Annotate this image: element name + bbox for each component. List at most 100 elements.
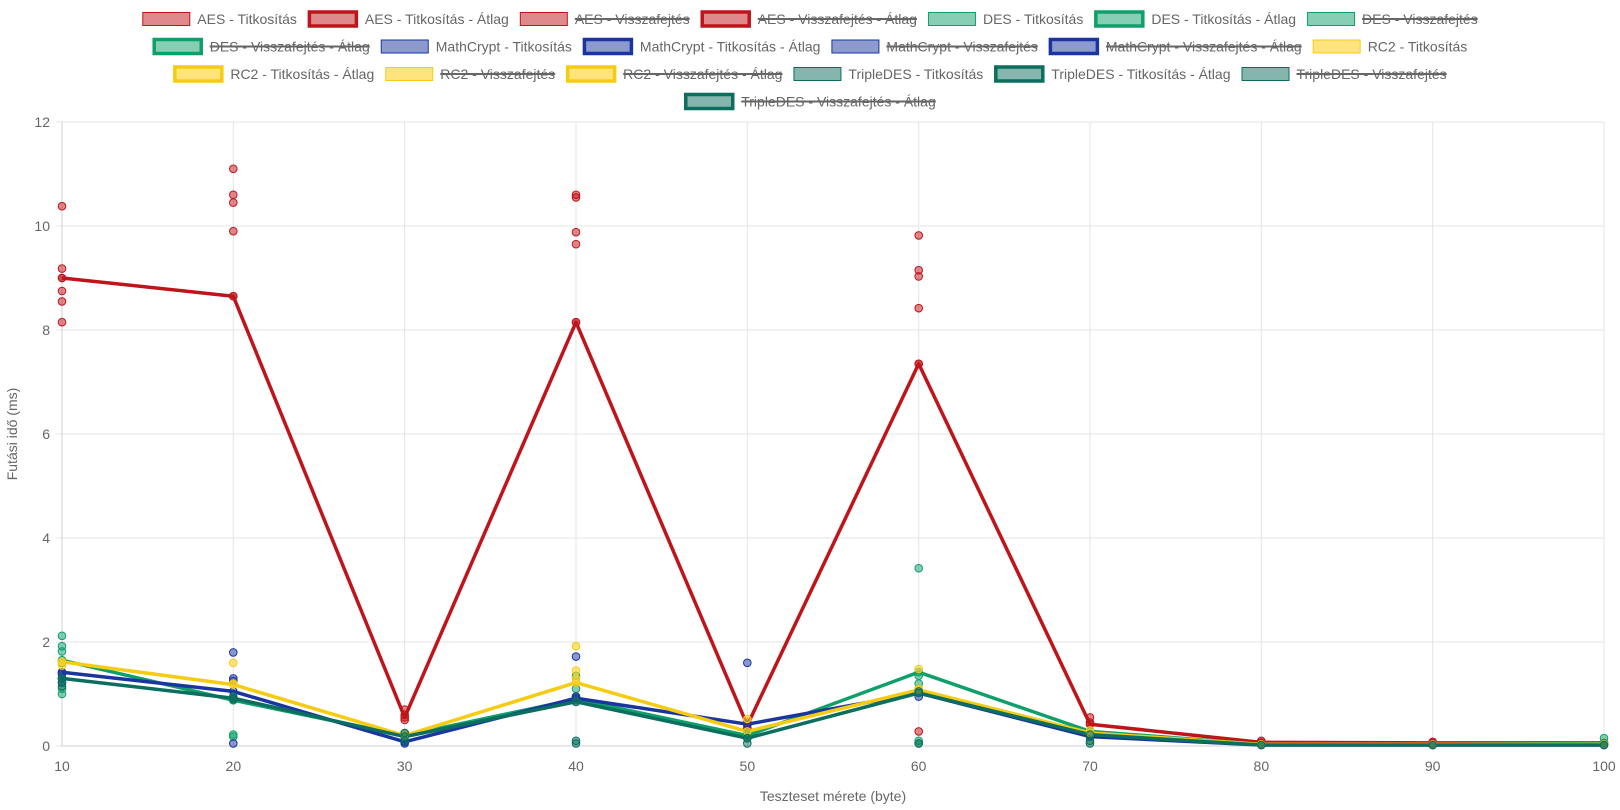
legend-swatch bbox=[565, 65, 617, 83]
x-tick-label: 10 bbox=[54, 758, 70, 774]
y-tick-label: 6 bbox=[42, 426, 50, 442]
legend-item-mathcrypt-visszafejtes-atlag[interactable]: MathCrypt - Visszafejtés - Átlag bbox=[1048, 37, 1302, 56]
legend-label: AES - Titkosítás bbox=[197, 11, 297, 27]
data-point-rc2-titkositas bbox=[743, 714, 752, 724]
data-point-tripledes-titkositas-atlag bbox=[1085, 730, 1095, 739]
legend-swatch bbox=[142, 12, 191, 26]
legend-item-aes-visszafejtes-atlag[interactable]: AES - Visszafejtés - Átlag bbox=[700, 10, 917, 28]
data-point-rc2-titkositas-atlag bbox=[571, 678, 581, 687]
data-point-aes-titkositas bbox=[914, 727, 924, 736]
legend-label: AES - Titkosítás - Átlag bbox=[365, 11, 509, 27]
legend-item-rc2-visszafejtes[interactable]: RC2 - Visszafejtés bbox=[385, 66, 556, 82]
legend-swatch bbox=[700, 10, 751, 28]
data-point-aes-titkositas bbox=[229, 190, 238, 200]
data-point-aes-titkositas bbox=[914, 272, 924, 281]
legend-label: TripleDES - Titkosítás - Átlag bbox=[1051, 66, 1230, 82]
legend-swatch bbox=[1048, 37, 1100, 56]
data-point-tripledes-titkositas bbox=[1085, 739, 1095, 748]
legend-swatch bbox=[927, 12, 976, 26]
y-tick-label: 10 bbox=[34, 218, 50, 234]
data-point-aes-titkositas bbox=[229, 198, 238, 207]
legend-item-mathcrypt-visszafejtes[interactable]: MathCrypt - Visszafejtés bbox=[831, 39, 1038, 55]
legend-item-mathcrypt-titkositas[interactable]: MathCrypt - Titkosítás bbox=[380, 39, 572, 55]
data-point-mathcrypt-titkositas bbox=[229, 739, 238, 748]
data-point-rc2-titkositas bbox=[571, 666, 581, 675]
legend-item-des-titkositas-atlag[interactable]: DES - Titkosítás - Átlag bbox=[1094, 10, 1296, 28]
x-tick-label: 70 bbox=[1082, 758, 1098, 774]
data-point-rc2-titkositas-atlag bbox=[229, 680, 238, 689]
x-tick-label: 100 bbox=[1592, 758, 1616, 774]
legend-item-tripledes-titkositas-atlag[interactable]: TripleDES - Titkosítás - Átlag bbox=[994, 65, 1231, 83]
data-point-tripledes-titkositas-atlag bbox=[571, 697, 581, 707]
x-tick-label: 40 bbox=[568, 758, 584, 774]
legend-item-des-visszafejtes-atlag[interactable]: DES - Visszafejtés - Átlag bbox=[152, 37, 370, 56]
plot-area bbox=[57, 164, 1609, 750]
x-tick-label: 80 bbox=[1254, 758, 1270, 774]
x-axis-title: Teszteset mérete (byte) bbox=[760, 788, 906, 804]
legend-swatch bbox=[385, 67, 434, 81]
data-point-rc2-titkositas-atlag bbox=[57, 657, 67, 667]
legend-swatch bbox=[307, 10, 359, 28]
legend-label: MathCrypt - Titkosítás - Átlag bbox=[640, 39, 821, 55]
data-point-rc2-titkositas bbox=[571, 641, 581, 651]
data-point-aes-titkositas bbox=[571, 193, 581, 202]
data-point-mathcrypt-titkositas bbox=[571, 652, 581, 661]
legend-item-des-visszafejtes[interactable]: DES - Visszafejtés bbox=[1307, 11, 1478, 27]
y-tick-label: 8 bbox=[42, 322, 50, 338]
legend-swatch bbox=[582, 37, 634, 56]
data-point-aes-titkositas bbox=[57, 201, 67, 211]
data-point-tripledes-titkositas bbox=[571, 739, 581, 748]
legend-swatch bbox=[994, 65, 1045, 83]
y-axis-title: Futási idő (ms) bbox=[4, 388, 20, 481]
data-point-aes-titkositas-atlag bbox=[229, 291, 238, 301]
data-point-tripledes-titkositas-atlag bbox=[1599, 740, 1609, 750]
chart-legend: AES - Titkosítás AES - Titkosítás - Átlag… bbox=[142, 10, 1478, 111]
x-tick-label: 20 bbox=[226, 758, 242, 774]
data-point-des-titkositas bbox=[57, 689, 67, 699]
legend-item-mathcrypt-titkositas-atlag[interactable]: MathCrypt - Titkosítás - Átlag bbox=[582, 37, 821, 56]
legend-item-aes-titkositas[interactable]: AES - Titkosítás bbox=[142, 11, 297, 27]
legend-item-rc2-titkositas[interactable]: RC2 - Titkosítás bbox=[1312, 39, 1468, 55]
data-point-tripledes-titkositas-atlag bbox=[229, 693, 238, 703]
x-tick-label: 60 bbox=[911, 758, 927, 774]
legend-item-tripledes-visszafejtes-atlag[interactable]: TripleDES - Visszafejtés - Átlag bbox=[683, 92, 936, 111]
x-tick-label: 90 bbox=[1425, 758, 1441, 774]
x-tick-label: 50 bbox=[740, 758, 756, 774]
data-point-tripledes-titkositas-atlag bbox=[743, 733, 752, 743]
data-point-aes-titkositas bbox=[571, 239, 581, 249]
legend-item-tripledes-titkositas[interactable]: TripleDES - Titkosítás bbox=[793, 66, 983, 82]
legend-label: RC2 - Titkosítás bbox=[1368, 39, 1468, 55]
legend-swatch bbox=[1241, 67, 1290, 81]
data-point-aes-titkositas-atlag bbox=[571, 317, 581, 327]
data-point-tripledes-titkositas bbox=[57, 681, 67, 691]
data-point-aes-titkositas bbox=[57, 297, 67, 306]
data-point-aes-titkositas bbox=[229, 164, 238, 174]
data-point-aes-titkositas-atlag bbox=[400, 713, 410, 722]
data-point-tripledes-titkositas-atlag bbox=[400, 732, 410, 741]
legend-swatch bbox=[152, 37, 203, 56]
series-line-mathcrypt-titkositas-atlag bbox=[61, 670, 1604, 747]
y-tick-label: 2 bbox=[42, 634, 50, 650]
legend-item-des-titkositas[interactable]: DES - Titkosítás bbox=[927, 11, 1083, 27]
data-point-rc2-titkositas bbox=[229, 658, 238, 668]
legend-item-rc2-titkositas-atlag[interactable]: RC2 - Titkosítás - Átlag bbox=[173, 65, 374, 83]
data-point-tripledes-titkositas-atlag bbox=[1428, 740, 1437, 750]
data-point-tripledes-titkositas bbox=[914, 739, 924, 748]
legend-swatch bbox=[519, 12, 568, 26]
legend-swatch bbox=[380, 39, 429, 54]
legend-label: TripleDES - Titkosítás bbox=[848, 66, 983, 82]
series-line-aes-titkositas-atlag bbox=[61, 276, 1604, 745]
legend-label: MathCrypt - Titkosítás bbox=[436, 39, 572, 55]
data-point-des-titkositas bbox=[57, 647, 67, 656]
legend-item-rc2-visszafejtes-atlag[interactable]: RC2 - Visszafejtés - Átlag bbox=[565, 65, 783, 83]
data-point-mathcrypt-titkositas bbox=[743, 658, 752, 668]
legend-item-aes-visszafejtes[interactable]: AES - Visszafejtés bbox=[519, 11, 690, 27]
legend-swatch bbox=[1312, 39, 1361, 54]
data-point-aes-titkositas bbox=[57, 286, 67, 296]
data-point-aes-titkositas bbox=[571, 227, 581, 237]
legend-swatch bbox=[793, 67, 842, 81]
legend-label: RC2 - Titkosítás - Átlag bbox=[230, 66, 374, 82]
legend-item-aes-titkositas-atlag[interactable]: AES - Titkosítás - Átlag bbox=[307, 10, 509, 28]
legend-item-tripledes-visszafejtes[interactable]: TripleDES - Visszafejtés bbox=[1241, 66, 1447, 82]
data-point-aes-titkositas bbox=[914, 303, 924, 313]
